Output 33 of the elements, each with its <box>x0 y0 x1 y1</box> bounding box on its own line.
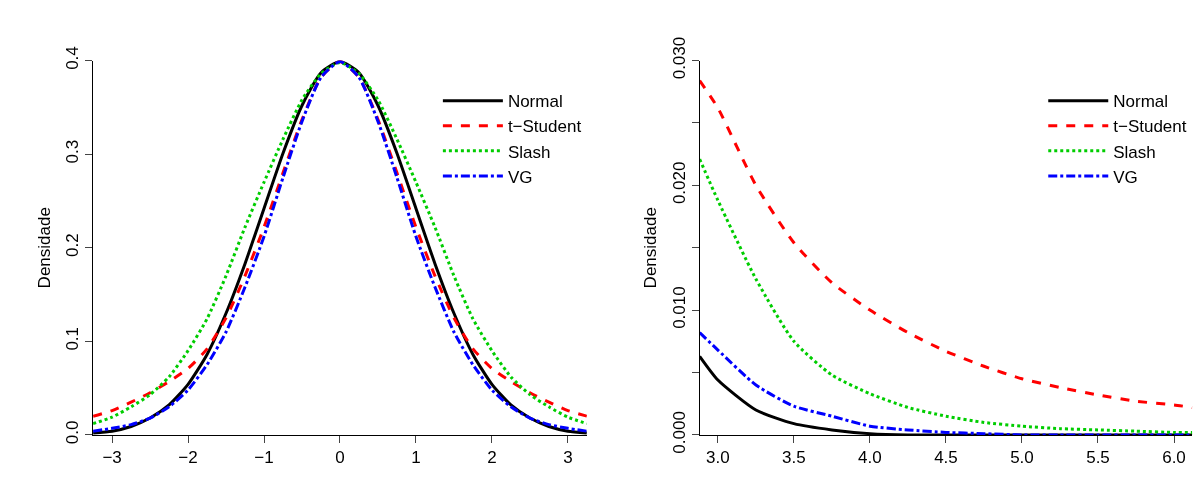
x-tick-label: 4.5 <box>934 448 958 468</box>
y-tick-label: 0.2 <box>63 233 83 258</box>
x-tick-label: 1 <box>411 448 421 468</box>
legend-label: Slash <box>507 142 551 162</box>
x-tick-label: 4.0 <box>858 448 882 468</box>
legend-label: t−Student <box>507 117 582 137</box>
y-tick-label: 0.1 <box>63 326 83 351</box>
legend-label: VG <box>1113 167 1138 187</box>
x-tick-label: −2 <box>178 448 198 468</box>
x-tick-label: 6.0 <box>1162 448 1186 468</box>
y-tick-label: 0.4 <box>63 46 83 70</box>
x-tick-label: 5.5 <box>1086 448 1110 468</box>
x-tick-label: 3 <box>563 448 573 468</box>
y-tick-label: 0.020 <box>669 161 689 205</box>
legend-label: Slash <box>1113 142 1156 162</box>
legend-label: VG <box>507 167 533 187</box>
y-tick-label: 0.000 <box>669 411 689 454</box>
y-axis-title: Densidade <box>34 207 54 289</box>
legend-label: Normal <box>507 92 563 112</box>
x-tick-label: 5.0 <box>1010 448 1034 468</box>
y-tick-label: 0.3 <box>63 139 83 164</box>
x-tick-label: 2 <box>487 448 497 468</box>
legend-label: t−Student <box>1113 117 1187 137</box>
x-tick-label: 0 <box>335 448 345 468</box>
y-tick-label: 0.010 <box>669 286 689 329</box>
x-tick-label: 3.5 <box>782 448 806 468</box>
y-tick-label: 0.030 <box>669 36 689 80</box>
x-tick-label: −1 <box>254 448 274 468</box>
x-tick-label: −3 <box>102 448 122 468</box>
y-axis-title: Densidade <box>641 207 661 289</box>
legend-label: Normal <box>1113 92 1169 112</box>
x-tick-label: 3.0 <box>706 448 730 468</box>
y-tick-label: 0.0 <box>63 420 83 445</box>
